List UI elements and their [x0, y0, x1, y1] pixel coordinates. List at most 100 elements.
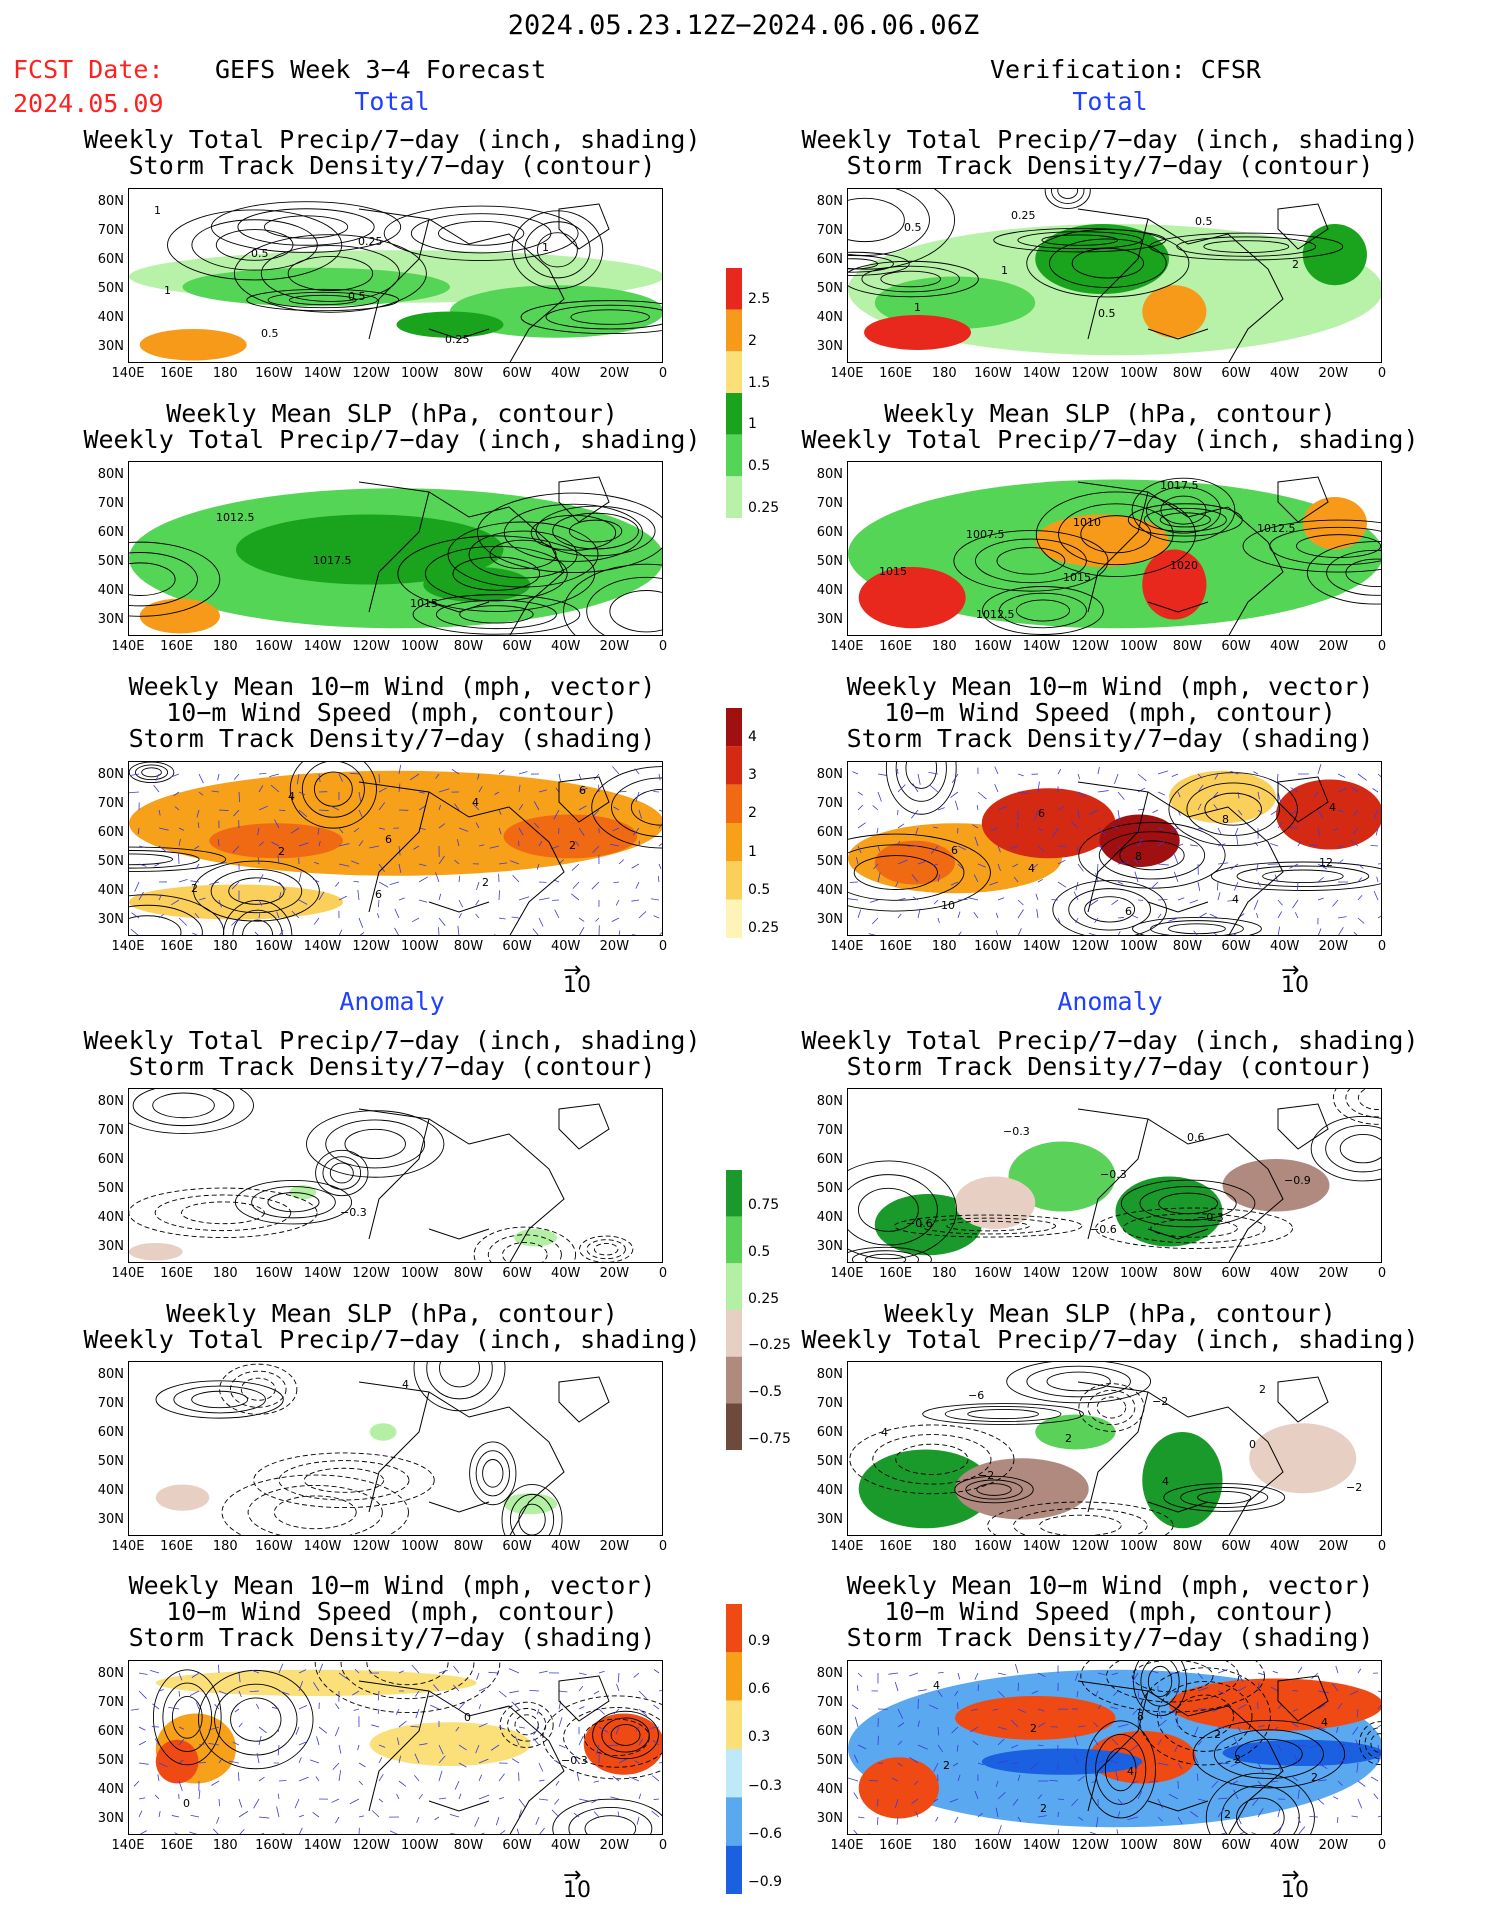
colorbar-swatch — [726, 1749, 742, 1798]
contour-line — [475, 1450, 510, 1497]
wind-vector — [995, 912, 999, 919]
wind-vector — [1157, 1738, 1162, 1746]
wind-vector — [976, 804, 979, 811]
wind-vector — [995, 1807, 999, 1818]
wind-vector — [138, 1797, 146, 1800]
shading-region — [139, 329, 247, 361]
wind-vector — [1277, 1762, 1282, 1773]
wind-vector — [475, 1744, 480, 1754]
wind-vector — [498, 769, 505, 775]
contour-label: 2 — [1214, 1728, 1221, 1741]
colorbar-swatch — [726, 1652, 742, 1701]
contour-label: 2 — [1030, 1722, 1037, 1735]
contour-line — [586, 576, 662, 635]
lon-tick-label: 140E — [830, 639, 864, 654]
wind-vector — [857, 1672, 863, 1678]
wind-vector — [498, 1726, 505, 1730]
wind-vector — [358, 1780, 363, 1786]
wind-vector — [595, 917, 600, 922]
lat-tick-label: 50N — [816, 1454, 843, 1469]
section-total-right: Total — [1072, 87, 1148, 116]
wind-vector — [1197, 1687, 1209, 1692]
contour-line — [509, 1493, 555, 1535]
map-panel-p5l: 4 — [128, 1361, 663, 1536]
colorbar-label: 1 — [748, 416, 757, 433]
wind-vector — [208, 1726, 220, 1731]
wind-vector — [271, 1706, 280, 1710]
wind-vector — [178, 917, 188, 926]
p3r-title-1: Weekly Mean 10−m Wind (mph, vector) — [846, 672, 1374, 701]
wind-vector — [394, 908, 400, 919]
wind-vector — [635, 881, 640, 889]
wind-vector — [1074, 1735, 1079, 1746]
wind-vector — [331, 1798, 340, 1803]
wind-vector — [1111, 824, 1119, 829]
contour-line — [181, 1201, 265, 1225]
wind-vector — [997, 1791, 1006, 1800]
shading-region — [396, 311, 504, 338]
wind-vector — [313, 917, 320, 925]
wind-vector — [997, 805, 1008, 811]
wind-vector — [997, 863, 1001, 871]
contour-line — [132, 1089, 235, 1127]
contour-line — [1203, 240, 1290, 253]
lon-tick-label: 140E — [111, 1838, 145, 1853]
wind-vector — [269, 773, 280, 777]
shading-region — [155, 1669, 477, 1696]
contour-line — [849, 1424, 1015, 1495]
wind-vector — [933, 826, 939, 829]
wind-vector — [1357, 1780, 1366, 1787]
lon-tick-label: 100W — [1119, 639, 1158, 654]
wind-vector — [394, 927, 399, 935]
wind-vector — [1197, 803, 1202, 811]
wind-vector — [458, 1702, 466, 1710]
wind-vector — [977, 1812, 983, 1818]
wind-vector — [870, 899, 879, 903]
wind-vector — [1030, 1762, 1039, 1770]
wind-vector — [968, 897, 979, 901]
wind-vector — [1117, 1723, 1129, 1728]
wind-vector — [1213, 932, 1218, 935]
vector-ref-p3l: 10 — [563, 973, 591, 998]
wind-vector — [651, 1810, 660, 1818]
wind-vector — [197, 822, 200, 829]
wind-vector — [1088, 932, 1097, 935]
contour-label: 1 — [164, 284, 171, 297]
wind-vector — [856, 1685, 859, 1692]
wind-vector — [1173, 854, 1179, 865]
wind-vector — [453, 1665, 460, 1674]
wind-vector — [617, 1811, 620, 1818]
wind-vector — [857, 822, 866, 829]
wind-vector — [1118, 930, 1121, 935]
wind-vector — [1317, 1704, 1326, 1710]
coastline — [358, 203, 610, 362]
contour-label: −0.3 — [340, 1206, 367, 1219]
shading-region — [955, 1696, 1116, 1740]
wind-vector — [1317, 1762, 1328, 1770]
contour-label: 1007.5 — [966, 528, 1005, 541]
wind-vector — [997, 845, 1001, 853]
lon-tick-label: 120W — [1071, 1266, 1109, 1281]
contour-line — [1119, 840, 1185, 871]
lat-tick-label: 40N — [97, 1210, 124, 1225]
wind-vector — [917, 773, 921, 785]
wind-vector — [488, 1671, 500, 1674]
wind-vector — [897, 1762, 903, 1767]
contour-line — [1026, 229, 1190, 298]
colorbar-swatch — [726, 476, 742, 518]
contour-line — [129, 562, 176, 596]
wind-vector — [1134, 871, 1139, 883]
wind-vector — [928, 1704, 939, 1710]
wind-vector — [455, 1726, 460, 1732]
lon-tick-label: 160E — [879, 1539, 913, 1554]
wind-vector — [358, 809, 363, 818]
wind-vector — [1317, 863, 1327, 870]
lon-tick-label: 140W — [1022, 939, 1061, 954]
wind-vector — [478, 1774, 483, 1782]
map-panel-p2l: 1012.5 1017.5 1015 — [128, 461, 663, 636]
wind-vector — [857, 909, 862, 919]
wind-vector — [555, 787, 560, 793]
lon-tick-label: 100W — [1119, 1266, 1158, 1281]
contour-line — [230, 1697, 282, 1742]
lon-tick-label: 40W — [1270, 939, 1300, 954]
